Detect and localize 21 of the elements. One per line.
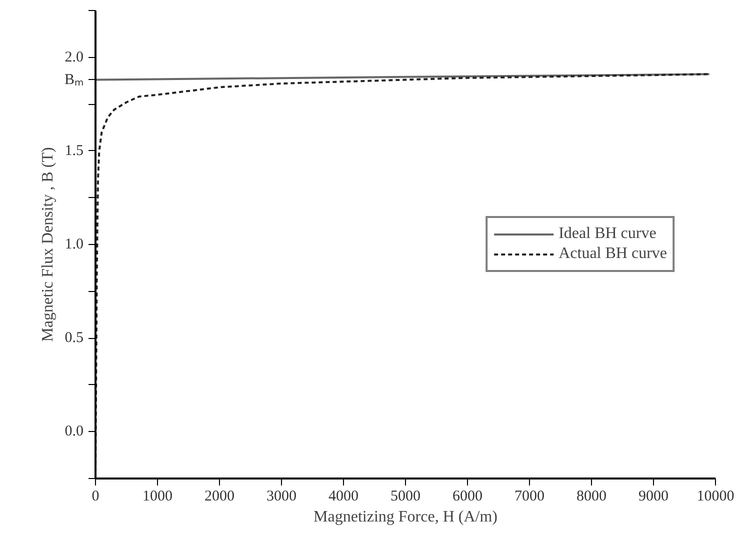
x-tick-label: 4000 xyxy=(328,488,358,504)
x-tick-label: 8000 xyxy=(576,488,606,504)
y-tick-label: 1.0 xyxy=(64,236,84,252)
y-tick-label: Bₘ xyxy=(64,72,84,88)
x-tick-label: 3000 xyxy=(266,488,296,504)
y-axis-title: Magnetic Flux Density , B (T) xyxy=(39,147,56,342)
x-axis-title: Magnetizing Force, H (A/m) xyxy=(314,508,498,526)
legend-label: Actual BH curve xyxy=(558,245,667,263)
y-tick-label: 2.0 xyxy=(64,49,84,66)
legend-label: Ideal BH curve xyxy=(558,225,656,243)
y-tick-label: 0.0 xyxy=(64,424,84,440)
x-tick-label: 9000 xyxy=(638,488,668,504)
x-tick-label: 6000 xyxy=(452,488,482,504)
x-tick-label: 0 xyxy=(92,488,100,504)
y-tick-label: 1.5 xyxy=(64,142,84,159)
x-tick-label: 5000 xyxy=(390,488,420,504)
x-tick-label: 10000 xyxy=(696,488,734,504)
y-tick-label: 0.5 xyxy=(64,330,84,346)
x-tick-label: 7000 xyxy=(514,488,544,504)
x-tick-label: 1000 xyxy=(142,488,172,504)
x-tick-label: 2000 xyxy=(204,488,234,504)
